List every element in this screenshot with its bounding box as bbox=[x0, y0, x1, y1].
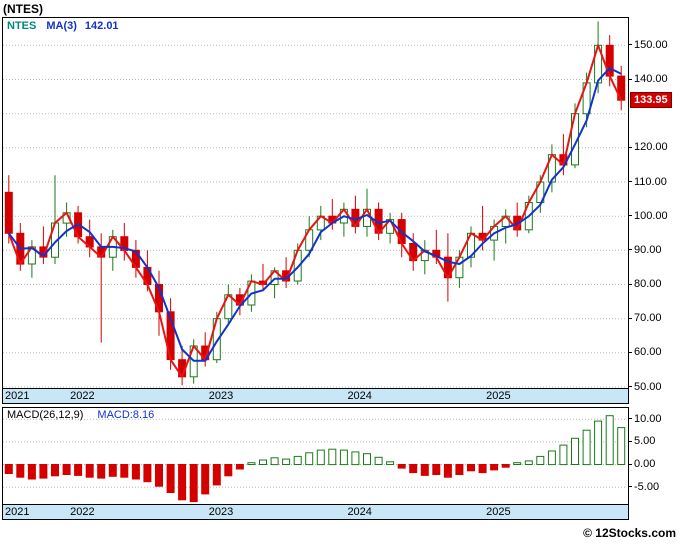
macd-axis-label-text: 5.00 bbox=[634, 435, 656, 448]
price-axis-label: 150.00 bbox=[628, 38, 668, 51]
price-axis-label: 120.00 bbox=[628, 141, 668, 154]
price-axis-label-text: 80.00 bbox=[634, 278, 662, 290]
macd-axis-label: 10.00 bbox=[628, 412, 662, 425]
price-x-axis-strip: 2021 2022 2023 2024 2025 bbox=[3, 388, 628, 403]
price-axis-label: 140.00 bbox=[628, 73, 668, 86]
legend-ma-label: MA(3) bbox=[46, 20, 77, 32]
price-axis-label: 100.00 bbox=[628, 209, 668, 222]
axis-tick bbox=[628, 317, 632, 319]
macd-axis-label: 5.00 bbox=[628, 435, 655, 448]
legend-ma-value: 142.01 bbox=[84, 20, 119, 32]
price-axis-label-text: 150.00 bbox=[634, 38, 668, 51]
axis-tick bbox=[628, 181, 632, 182]
year-label: 2021 bbox=[5, 390, 30, 402]
price-axis-label-text: 90.00 bbox=[634, 243, 662, 256]
axis-tick bbox=[628, 78, 632, 80]
price-axis-label-text: 140.00 bbox=[634, 73, 668, 85]
year-label: 2023 bbox=[208, 506, 234, 518]
price-axis-label: 60.00 bbox=[628, 346, 662, 359]
axis-tick bbox=[628, 215, 632, 217]
price-axis-label: 70.00 bbox=[628, 312, 662, 325]
year-label: 2024 bbox=[347, 506, 372, 518]
price-axis-label-text: 120.00 bbox=[634, 141, 668, 154]
macd-axis-label-text: 10.00 bbox=[634, 412, 662, 425]
axis-tick bbox=[628, 44, 632, 46]
year-label: 2022 bbox=[70, 506, 95, 518]
axis-tick bbox=[628, 463, 632, 465]
macd-value-label: MACD:8.16 bbox=[97, 409, 155, 421]
axis-tick bbox=[628, 386, 632, 387]
year-label: 2024 bbox=[347, 390, 372, 402]
year-label: 2025 bbox=[486, 506, 511, 518]
axis-tick bbox=[628, 418, 632, 420]
price-legend: NTES MA(3) 142.01 bbox=[7, 20, 119, 32]
axis-tick bbox=[628, 283, 632, 285]
macd-x-axis-strip: 2021 2022 2023 2024 2025 bbox=[3, 504, 628, 519]
copyright: © 12Stocks.com bbox=[583, 526, 676, 540]
last-price-badge: 133.95 bbox=[630, 92, 672, 109]
year-label: 2021 bbox=[5, 506, 30, 518]
macd-axis-label-text: -5.00 bbox=[634, 480, 660, 493]
year-label: 2022 bbox=[70, 390, 95, 402]
year-label: 2025 bbox=[486, 390, 511, 402]
axis-tick bbox=[628, 486, 632, 488]
macd-axis-label: 0.00 bbox=[628, 458, 655, 471]
price-axis-label: 50.00 bbox=[628, 380, 662, 393]
ticker-title: (NTES) bbox=[3, 2, 43, 16]
price-axis-label-text: 50.00 bbox=[634, 380, 662, 393]
macd-axis-label-text: 0.00 bbox=[634, 458, 656, 471]
macd-params-label: MACD(26,12,9) bbox=[7, 409, 84, 421]
macd-axis-label: -5.00 bbox=[628, 480, 659, 493]
macd-legend: MACD(26,12,9) MACD:8.16 bbox=[7, 409, 154, 421]
year-label: 2023 bbox=[208, 390, 234, 402]
axis-tick bbox=[628, 249, 632, 251]
price-axis-label: 110.00 bbox=[628, 175, 667, 188]
axis-tick bbox=[628, 440, 632, 442]
price-chart-panel: 2021 2022 2023 2024 2025 bbox=[2, 17, 629, 404]
legend-symbol: NTES bbox=[7, 20, 37, 32]
axis-tick bbox=[628, 146, 632, 148]
price-axis-label: 90.00 bbox=[628, 243, 662, 256]
price-axis-label-text: 60.00 bbox=[634, 346, 662, 359]
price-axis-label-text: 100.00 bbox=[634, 209, 668, 222]
axis-tick bbox=[628, 351, 632, 353]
macd-chart-panel: 2021 2022 2023 2024 2025 bbox=[2, 407, 629, 520]
price-axis-label-text: 110.00 bbox=[634, 175, 667, 188]
price-axis-label: 80.00 bbox=[628, 278, 662, 291]
price-axis-label-text: 70.00 bbox=[634, 312, 662, 325]
